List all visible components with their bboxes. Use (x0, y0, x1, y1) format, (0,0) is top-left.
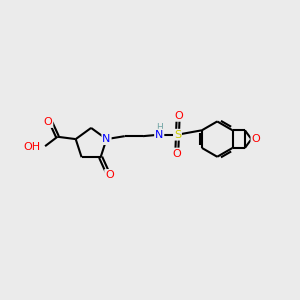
Text: O: O (44, 117, 52, 127)
Text: OH: OH (24, 142, 41, 152)
Text: O: O (172, 148, 181, 158)
Text: S: S (174, 130, 181, 140)
Text: H: H (156, 123, 163, 132)
Text: N: N (102, 134, 111, 144)
Text: O: O (251, 134, 260, 144)
Text: N: N (155, 130, 164, 140)
Text: O: O (105, 170, 114, 180)
Text: O: O (174, 111, 183, 121)
